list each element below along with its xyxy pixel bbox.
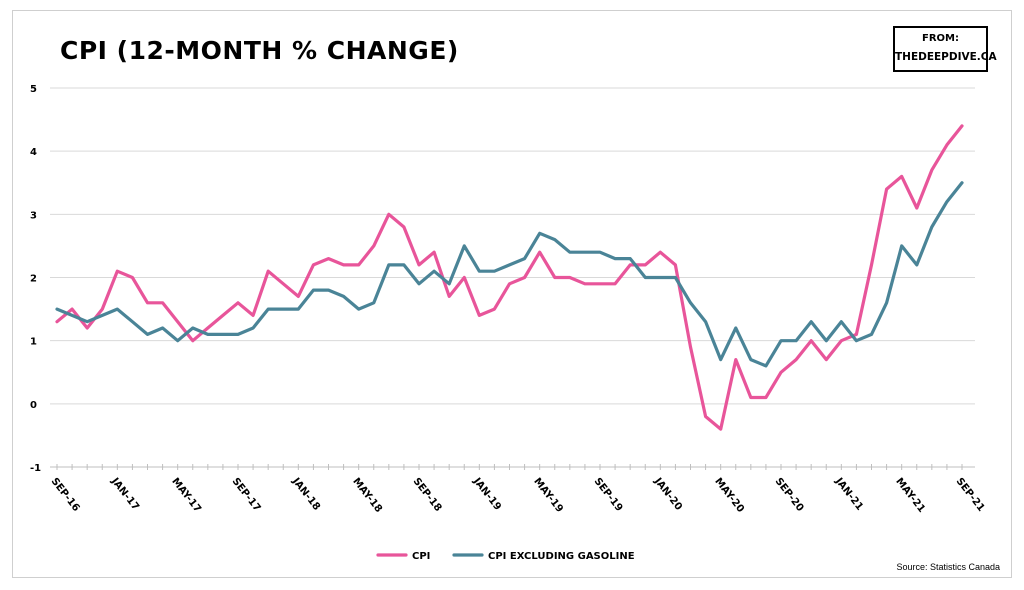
x-tick-label: SEP-19 xyxy=(592,476,625,514)
x-tick-label: SEP-18 xyxy=(411,476,444,514)
x-tick-label: MAY-20 xyxy=(712,476,746,515)
x-tick-label: MAY-19 xyxy=(531,476,565,515)
series-line-cpi xyxy=(55,124,964,431)
chart-frame xyxy=(12,10,1012,578)
legend-label: CPI xyxy=(412,551,430,562)
badge-from-label: FROM: xyxy=(922,33,959,44)
y-axis-ticks: -1 0 1 2 3 4 5 xyxy=(30,84,41,474)
x-axis: SEP-16 JAN-17 MAY-17 SEP-17 JAN-18 MAY-18 SEP-… xyxy=(49,464,987,515)
x-tick-label: JAN-21 xyxy=(832,475,865,512)
source-note: Source: Statistics Canada xyxy=(896,562,1000,572)
y-tick-label: 4 xyxy=(30,147,37,158)
x-tick-label: SEP-17 xyxy=(230,476,263,514)
y-tick-label: -1 xyxy=(30,463,41,474)
x-tick-label: MAY-17 xyxy=(169,476,203,515)
legend: CPI CPI EXCLUDING GASOLINE xyxy=(376,551,635,562)
x-tick-label: JAN-17 xyxy=(108,475,141,512)
badge-site-label: THEDEEPDIVE.CA xyxy=(895,51,997,63)
x-tick-label: SEP-21 xyxy=(954,476,987,514)
series-lines xyxy=(55,124,964,431)
gridlines xyxy=(50,87,975,468)
y-tick-label: 0 xyxy=(30,400,37,411)
series-line-cpi-excluding-gasoline xyxy=(55,181,964,368)
legend-label: CPI EXCLUDING GASOLINE xyxy=(488,551,635,562)
y-tick-label: 2 xyxy=(30,274,37,285)
x-tick-label: JAN-18 xyxy=(289,475,322,512)
chart-title: CPI (12-MONTH % CHANGE) xyxy=(60,36,459,65)
y-tick-label: 3 xyxy=(30,210,37,221)
y-tick-label: 5 xyxy=(30,84,37,95)
x-tick-label: JAN-19 xyxy=(470,475,503,512)
x-tick-label: JAN-20 xyxy=(651,475,684,512)
x-tick-label: MAY-18 xyxy=(350,476,384,515)
x-tick-label: MAY-21 xyxy=(893,476,927,515)
y-tick-label: 1 xyxy=(30,337,37,348)
x-tick-label: SEP-16 xyxy=(49,476,82,514)
source-badge: FROM: THEDEEPDIVE.CA xyxy=(893,26,997,72)
x-tick-label: SEP-20 xyxy=(773,476,806,514)
